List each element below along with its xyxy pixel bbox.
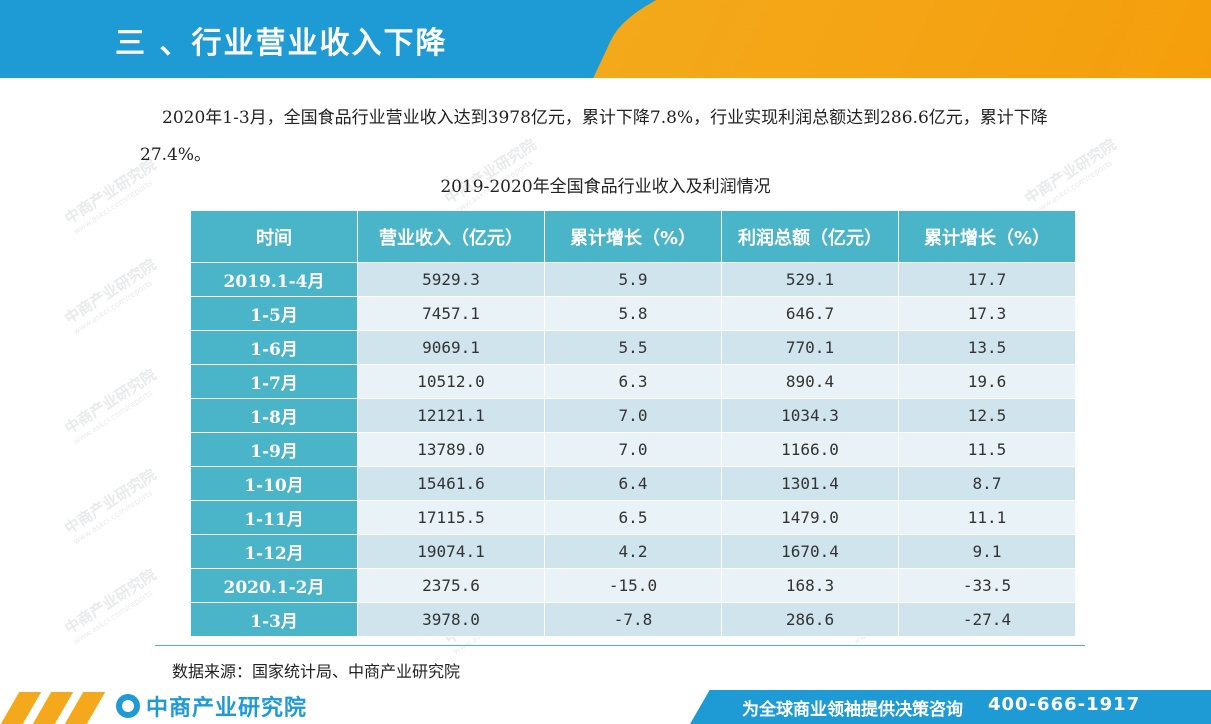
row-period: 1-7月 [190, 364, 358, 399]
cell-revenue-growth: 4.2 [544, 534, 722, 569]
cell-revenue-growth: 7.0 [544, 432, 722, 467]
cell-profit: 168.3 [721, 568, 899, 603]
cell-revenue: 3978.0 [357, 602, 545, 637]
cell-revenue: 13789.0 [357, 432, 545, 467]
cell-profit-growth: 17.3 [898, 296, 1076, 331]
company-logo-icon [116, 694, 140, 718]
cell-profit: 1301.4 [721, 466, 899, 501]
cell-profit: 1034.3 [721, 398, 899, 433]
header-accent-shape [564, 0, 1211, 78]
row-period: 1-11月 [190, 500, 358, 535]
cell-profit-growth: 12.5 [898, 398, 1076, 433]
cell-revenue-growth: -15.0 [544, 568, 722, 603]
table-row: 1-3月 3978.0 -7.8 286.6 -27.4 [190, 602, 1076, 637]
row-period: 1-9月 [190, 432, 358, 467]
table-row: 1-10月 15461.6 6.4 1301.4 8.7 [190, 466, 1076, 501]
cell-profit-growth: 8.7 [898, 466, 1076, 501]
divider-line [155, 645, 1085, 646]
row-period: 2020.1-2月 [190, 568, 358, 603]
table-row: 1-11月 17115.5 6.5 1479.0 11.1 [190, 500, 1076, 535]
footer-phone: 400-666-1917 [988, 694, 1141, 715]
header-banner: 三 、行业营业收入下降 [0, 0, 1211, 78]
cell-revenue-growth: 7.0 [544, 398, 722, 433]
intro-paragraph: 2020年1-3月，全国食品行业营业收入达到3978亿元，累计下降7.8%，行业… [140, 108, 1048, 165]
row-period: 1-5月 [190, 296, 358, 331]
header-time: 时间 [190, 210, 358, 263]
cell-profit-growth: 13.5 [898, 330, 1076, 365]
cell-revenue: 17115.5 [357, 500, 545, 535]
cell-revenue-growth: -7.8 [544, 602, 722, 637]
table-row: 1-6月 9069.1 5.5 770.1 13.5 [190, 330, 1076, 365]
cell-profit-growth: 11.1 [898, 500, 1076, 535]
row-period: 1-8月 [190, 398, 358, 433]
cell-revenue: 7457.1 [357, 296, 545, 331]
table-row: 2019.1-4月 5929.3 5.9 529.1 17.7 [190, 262, 1076, 297]
table-row: 1-9月 13789.0 7.0 1166.0 11.5 [190, 432, 1076, 467]
cell-profit: 770.1 [721, 330, 899, 365]
cell-revenue-growth: 6.4 [544, 466, 722, 501]
cell-revenue: 5929.3 [357, 262, 545, 297]
footer-slogan: 为全球商业领袖提供决策咨询 [742, 700, 963, 720]
cell-profit: 890.4 [721, 364, 899, 399]
cell-profit: 1166.0 [721, 432, 899, 467]
footer-stripe [64, 692, 106, 724]
source-note: 数据来源：国家统计局、中商产业研究院 [172, 662, 461, 681]
row-period: 1-12月 [190, 534, 358, 569]
revenue-profit-table: 时间 营业收入（亿元） 累计增长（%） 利润总额（亿元） 累计增长（%） 201… [190, 210, 1076, 637]
table-row: 1-5月 7457.1 5.8 646.7 17.3 [190, 296, 1076, 331]
row-period: 1-10月 [190, 466, 358, 501]
table-row: 1-12月 19074.1 4.2 1670.4 9.1 [190, 534, 1076, 569]
cell-profit: 1479.0 [721, 500, 899, 535]
header-profit: 利润总额（亿元） [721, 210, 899, 263]
cell-revenue: 12121.1 [357, 398, 545, 433]
table-header-row: 时间 营业收入（亿元） 累计增长（%） 利润总额（亿元） 累计增长（%） [190, 210, 1076, 263]
cell-revenue-growth: 5.5 [544, 330, 722, 365]
cell-profit-growth: 11.5 [898, 432, 1076, 467]
cell-revenue: 19074.1 [357, 534, 545, 569]
cell-profit: 646.7 [721, 296, 899, 331]
row-period: 1-3月 [190, 602, 358, 637]
header-revenue-growth: 累计增长（%） [544, 210, 722, 263]
cell-revenue-growth: 5.8 [544, 296, 722, 331]
cell-revenue: 9069.1 [357, 330, 545, 365]
table-row: 1-7月 10512.0 6.3 890.4 19.6 [190, 364, 1076, 399]
cell-revenue: 15461.6 [357, 466, 545, 501]
cell-revenue: 2375.6 [357, 568, 545, 603]
cell-revenue-growth: 6.5 [544, 500, 722, 535]
header-revenue: 营业收入（亿元） [357, 210, 545, 263]
page-title: 三 、行业营业收入下降 [115, 26, 448, 61]
cell-profit-growth: -33.5 [898, 568, 1076, 603]
cell-profit-growth: 9.1 [898, 534, 1076, 569]
company-logo-text: 中商产业研究院 [146, 696, 308, 721]
cell-profit: 286.6 [721, 602, 899, 637]
cell-profit-growth: -27.4 [898, 602, 1076, 637]
row-period: 2019.1-4月 [190, 262, 358, 297]
table-row: 1-8月 12121.1 7.0 1034.3 12.5 [190, 398, 1076, 433]
cell-revenue-growth: 5.9 [544, 262, 722, 297]
cell-profit: 529.1 [721, 262, 899, 297]
cell-profit: 1670.4 [721, 534, 899, 569]
table-title: 2019-2020年全国食品行业收入及利润情况 [440, 177, 771, 197]
table-row: 2020.1-2月 2375.6 -15.0 168.3 -33.5 [190, 568, 1076, 603]
cell-revenue: 10512.0 [357, 364, 545, 399]
cell-revenue-growth: 6.3 [544, 364, 722, 399]
row-period: 1-6月 [190, 330, 358, 365]
cell-profit-growth: 17.7 [898, 262, 1076, 297]
cell-profit-growth: 19.6 [898, 364, 1076, 399]
header-profit-growth: 累计增长（%） [898, 210, 1076, 263]
